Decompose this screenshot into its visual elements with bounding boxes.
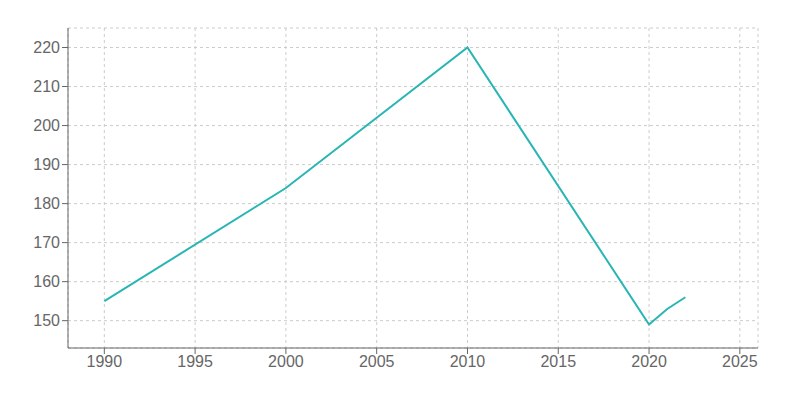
svg-text:200: 200 — [33, 117, 60, 134]
svg-text:160: 160 — [33, 273, 60, 290]
svg-text:2000: 2000 — [268, 353, 304, 370]
svg-text:170: 170 — [33, 234, 60, 251]
svg-text:190: 190 — [33, 156, 60, 173]
svg-text:2010: 2010 — [450, 353, 486, 370]
svg-text:180: 180 — [33, 195, 60, 212]
svg-text:220: 220 — [33, 39, 60, 56]
svg-text:2025: 2025 — [722, 353, 758, 370]
svg-text:2020: 2020 — [631, 353, 667, 370]
svg-text:2015: 2015 — [540, 353, 576, 370]
svg-text:2005: 2005 — [359, 353, 395, 370]
svg-text:1995: 1995 — [177, 353, 213, 370]
svg-text:1990: 1990 — [87, 353, 123, 370]
svg-text:210: 210 — [33, 78, 60, 95]
svg-text:150: 150 — [33, 312, 60, 329]
